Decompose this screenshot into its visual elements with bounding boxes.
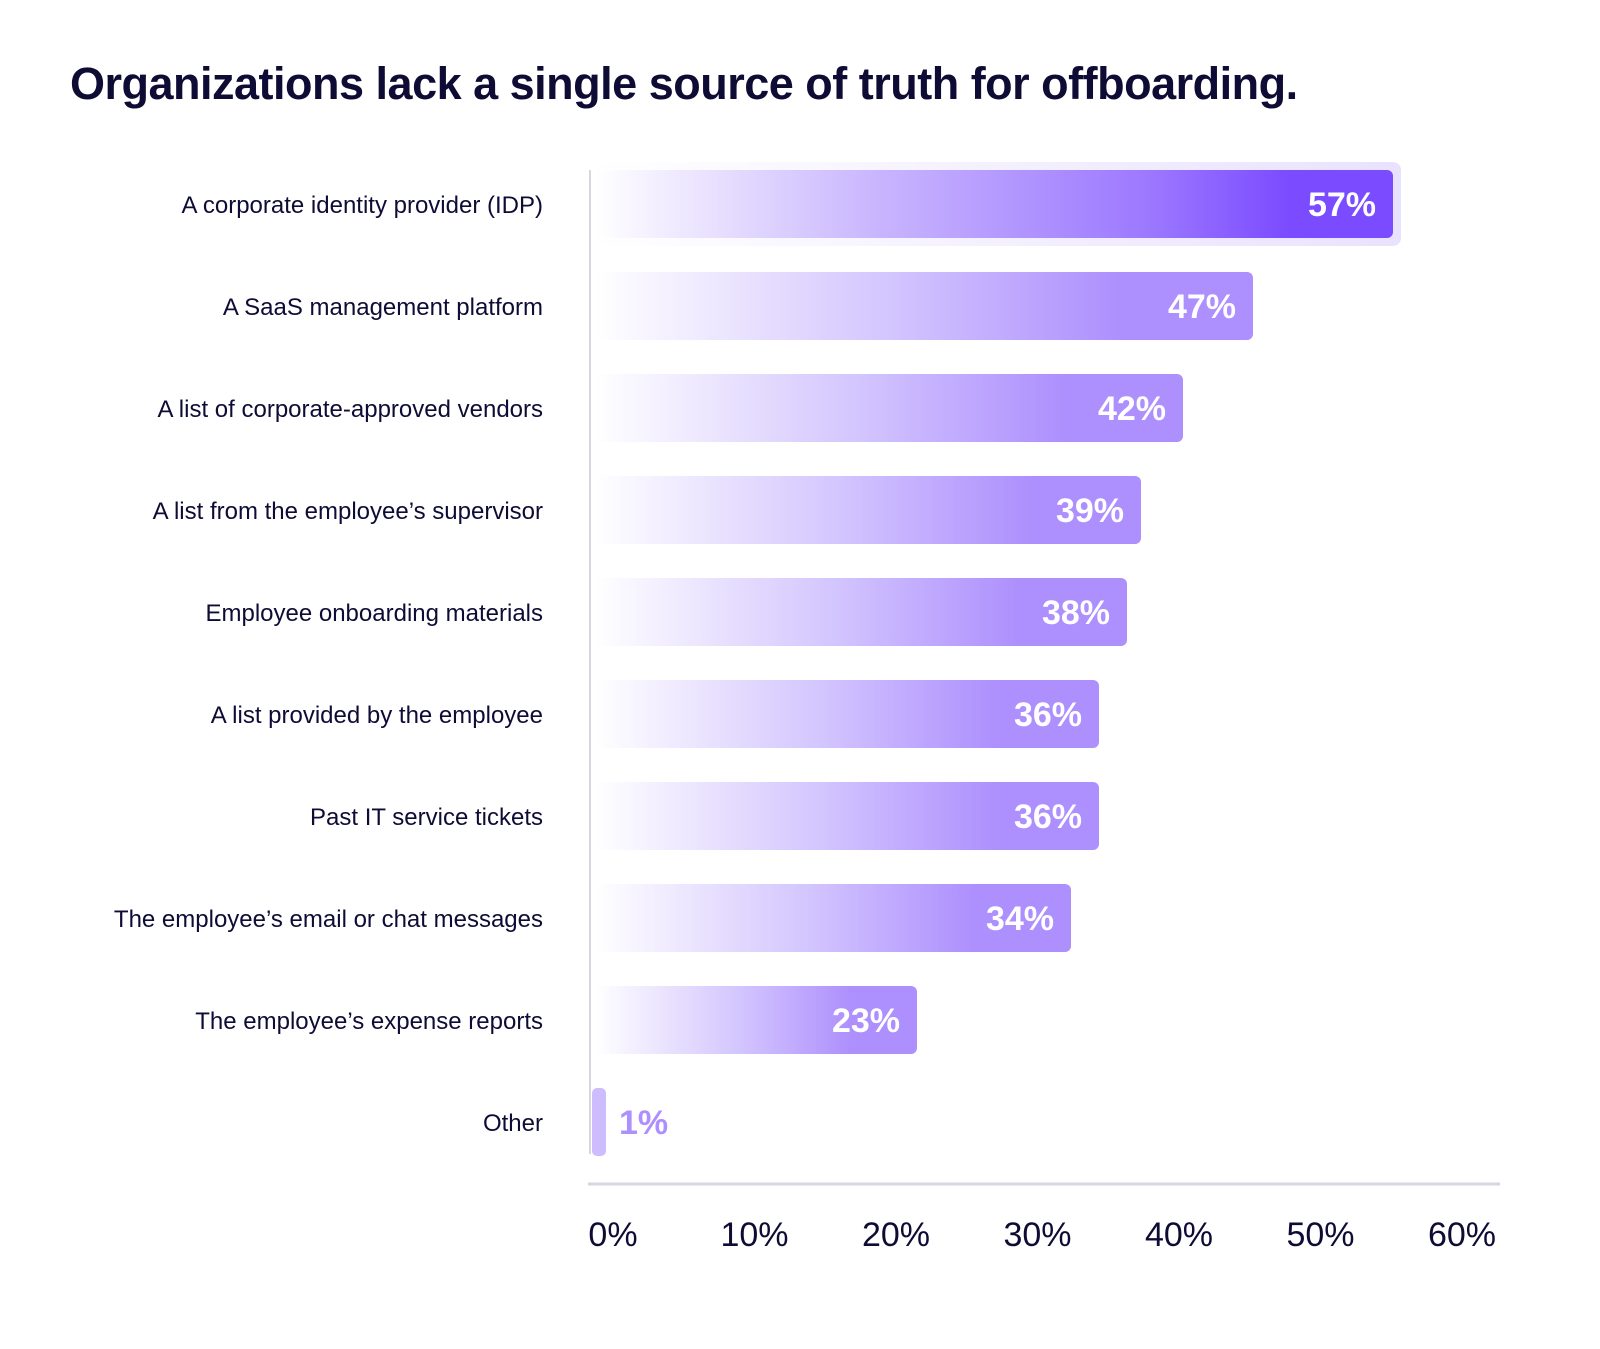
- data-label: 42%: [1098, 390, 1166, 428]
- x-tick-label: 40%: [1145, 1216, 1213, 1254]
- category-label: The employee’s email or chat messages: [114, 906, 543, 933]
- data-label: 34%: [986, 900, 1054, 938]
- data-label: 1%: [619, 1104, 668, 1142]
- data-label: 36%: [1014, 798, 1082, 836]
- x-tick-label: 10%: [720, 1216, 788, 1254]
- x-tick-label: 0%: [588, 1216, 637, 1254]
- x-tick-label: 20%: [862, 1216, 930, 1254]
- bar: [595, 374, 1183, 442]
- category-label: Other: [483, 1110, 543, 1137]
- chart-title: Organizations lack a single source of tr…: [70, 58, 1298, 109]
- x-tick-label: 60%: [1428, 1216, 1496, 1254]
- category-label: Past IT service tickets: [310, 804, 543, 831]
- data-label: 47%: [1168, 288, 1236, 326]
- category-label: A list from the employee’s supervisor: [153, 498, 543, 525]
- bar: [595, 578, 1127, 646]
- bar: [595, 884, 1071, 952]
- category-label: Employee onboarding materials: [205, 600, 543, 627]
- data-label: 39%: [1056, 492, 1124, 530]
- category-label: The employee’s expense reports: [195, 1008, 543, 1035]
- bar: [592, 1088, 606, 1156]
- category-label: A list of corporate-approved vendors: [157, 396, 543, 423]
- category-label: A corporate identity provider (IDP): [182, 192, 544, 219]
- bar: [595, 986, 917, 1054]
- bar: [595, 272, 1253, 340]
- x-tick-label: 30%: [1003, 1216, 1071, 1254]
- bar: [595, 476, 1141, 544]
- bar: [595, 782, 1099, 850]
- bar: [595, 680, 1099, 748]
- bar: [595, 170, 1393, 238]
- data-label: 36%: [1014, 696, 1082, 734]
- data-label: 23%: [832, 1002, 900, 1040]
- category-label: A SaaS management platform: [223, 294, 543, 321]
- data-label: 57%: [1308, 186, 1376, 224]
- data-label: 38%: [1042, 594, 1110, 632]
- category-label: A list provided by the employee: [211, 702, 543, 729]
- x-tick-label: 50%: [1286, 1216, 1354, 1254]
